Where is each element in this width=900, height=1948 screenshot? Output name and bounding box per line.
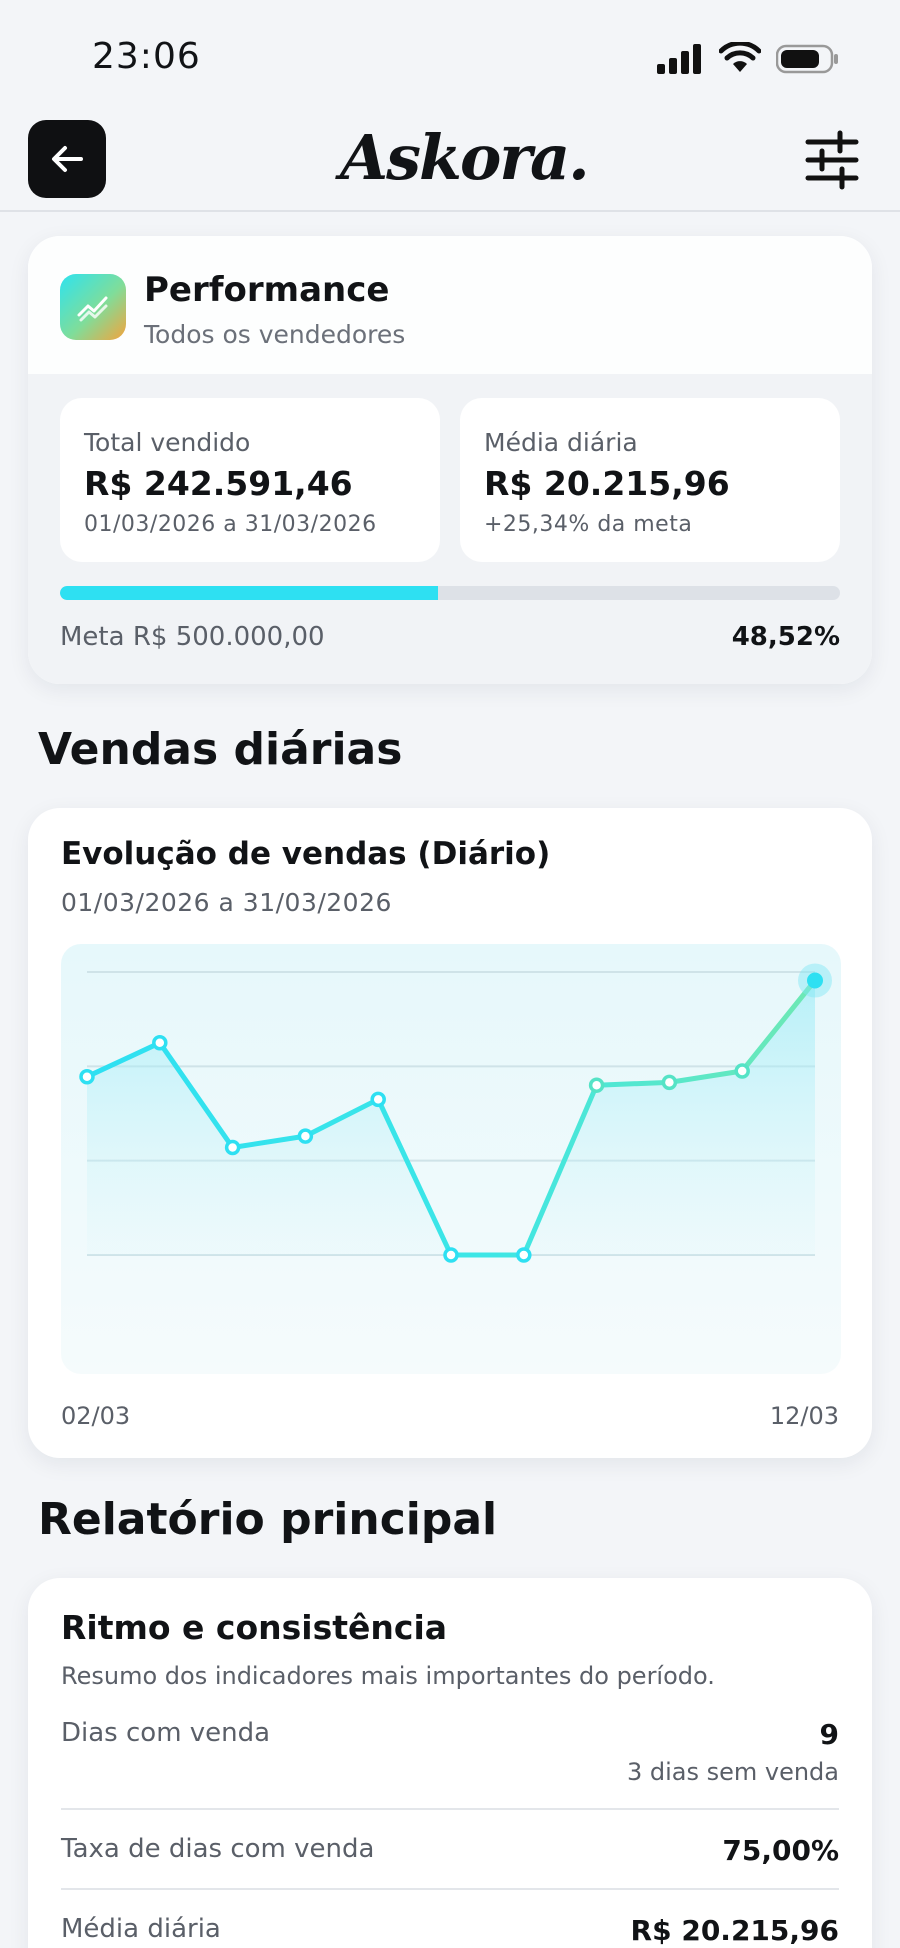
row-divider — [61, 1888, 839, 1890]
goal-progress-bar — [60, 586, 840, 600]
app-logo: Askora. — [340, 121, 590, 194]
performance-card: Performance Todos os vendedores Total ve… — [28, 236, 872, 684]
status-time: 23:06 — [92, 36, 201, 77]
chart-data-point[interactable] — [516, 1247, 532, 1263]
performance-title: Performance — [144, 270, 390, 310]
chart-data-point[interactable] — [443, 1247, 459, 1263]
total-sold-box: Total vendido R$ 242.591,46 01/03/2026 a… — [60, 398, 440, 562]
goal-label: Meta R$ 500.000,00 — [60, 622, 325, 652]
arrow-left-icon — [52, 146, 83, 172]
chart-data-point[interactable] — [807, 972, 823, 989]
row-note: 3 dias sem venda — [626, 1758, 839, 1786]
line-chart-svg — [79, 963, 832, 1263]
chart-data-point[interactable] — [79, 1068, 95, 1085]
chart-data-point[interactable] — [152, 1035, 168, 1051]
daily-sales-heading: Vendas diárias — [38, 724, 403, 775]
x-axis-end-label: 12/03 — [769, 1402, 839, 1430]
chart-data-point[interactable] — [588, 1077, 605, 1093]
chart-area-fill — [87, 980, 815, 1255]
total-sold-period: 01/03/2026 a 31/03/2026 — [84, 512, 377, 537]
performance-subtitle: Todos os vendedores — [144, 320, 406, 349]
performance-header: Performance Todos os vendedores — [28, 236, 872, 374]
line-chart — [61, 944, 841, 1374]
consistency-report-card: Ritmo e consistência Resumo dos indicado… — [28, 1578, 872, 1948]
chart-title: Evolução de vendas (Diário) — [61, 836, 551, 872]
daily-average-goal-delta: +25,34% da meta — [484, 512, 693, 537]
total-sold-label: Total vendido — [84, 428, 251, 457]
row-divider — [61, 1808, 839, 1810]
row-label: Taxa de dias com venda — [61, 1834, 375, 1864]
chart-data-point[interactable] — [224, 1139, 241, 1156]
report-description: Resumo dos indicadores mais importantes … — [61, 1662, 715, 1690]
status-bar: 23:06 — [0, 0, 900, 110]
chart-data-point[interactable] — [370, 1091, 386, 1108]
chart-data-point[interactable] — [734, 1063, 750, 1079]
goal-progress-fill — [60, 586, 439, 600]
back-button[interactable] — [28, 120, 106, 198]
row-value: 9 — [819, 1718, 839, 1751]
app-header: Askora. — [0, 110, 900, 212]
chart-period: 01/03/2026 a 31/03/2026 — [61, 888, 392, 917]
x-axis-start-label: 02/03 — [61, 1402, 131, 1430]
filter-settings-icon[interactable] — [804, 130, 860, 190]
chart-data-point[interactable] — [661, 1074, 678, 1091]
battery-icon — [776, 44, 838, 74]
daily-average-box: Média diária R$ 20.215,96 +25,34% da met… — [460, 398, 840, 562]
daily-average-label: Média diária — [484, 428, 638, 457]
chart-data-point[interactable] — [297, 1128, 314, 1144]
sales-chart-card: Evolução de vendas (Diário) 01/03/2026 a… — [28, 808, 872, 1458]
wifi-icon — [719, 42, 761, 72]
trend-chart-icon — [60, 274, 126, 340]
cellular-signal-icon — [657, 44, 701, 74]
total-sold-value: R$ 242.591,46 — [84, 464, 353, 503]
performance-body: Total vendido R$ 242.591,46 01/03/2026 a… — [28, 374, 872, 684]
row-label: Média diária — [61, 1914, 221, 1944]
row-value: R$ 20.215,96 — [630, 1914, 839, 1947]
report-title: Ritmo e consistência — [61, 1608, 448, 1647]
row-label: Dias com venda — [61, 1718, 271, 1748]
row-value: 75,00% — [722, 1834, 839, 1867]
goal-percent: 48,52% — [731, 622, 840, 652]
main-report-heading: Relatório principal — [38, 1494, 498, 1545]
daily-average-value: R$ 20.215,96 — [484, 464, 730, 503]
